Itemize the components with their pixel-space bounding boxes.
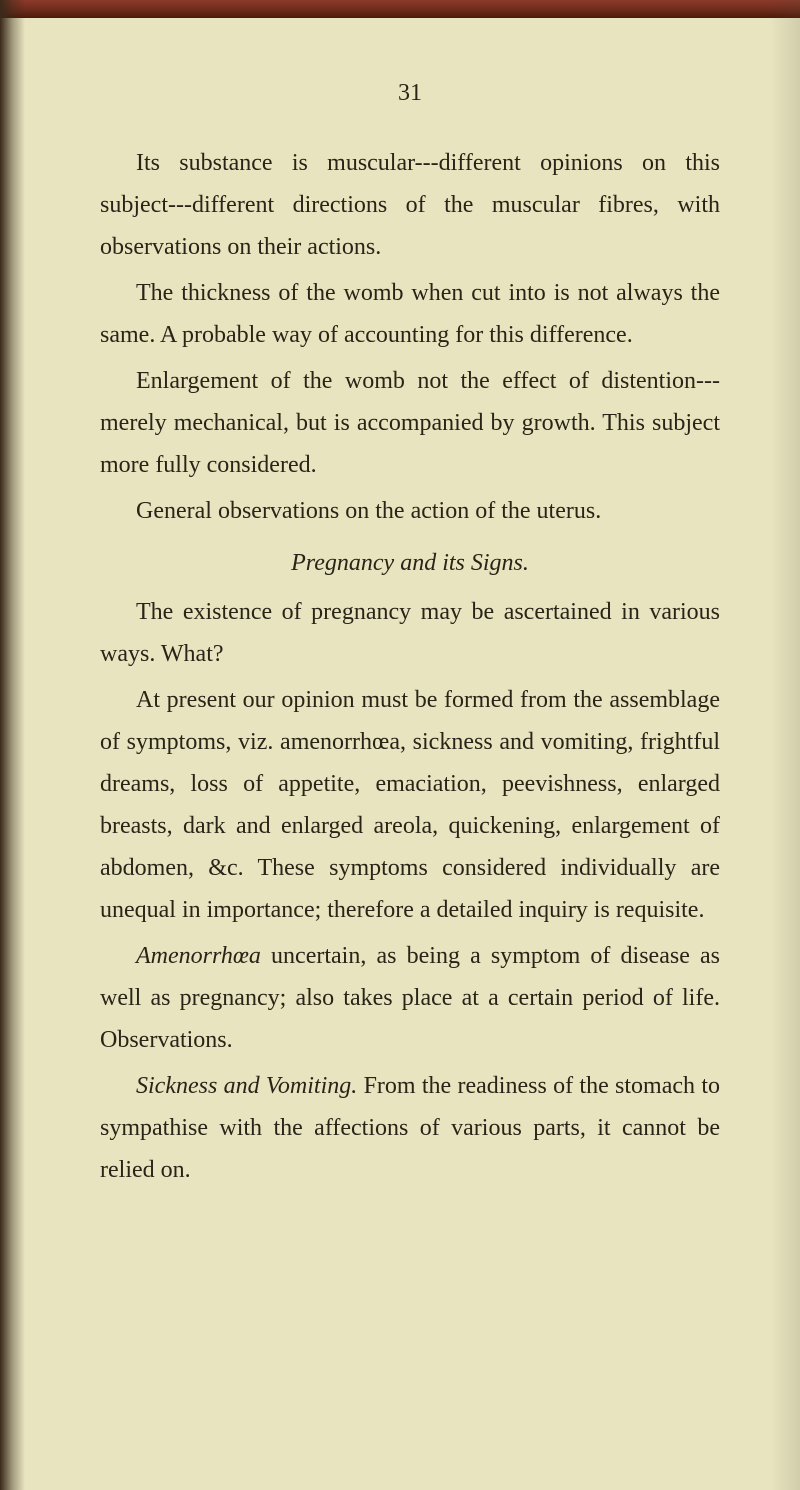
paragraph-4: General observations on the action of th… xyxy=(100,490,720,532)
page-content: 31 Its substance is muscular---different… xyxy=(0,0,800,1255)
paragraph-8: Sickness and Vomiting. From the readines… xyxy=(100,1065,720,1191)
page-left-edge xyxy=(0,0,25,1490)
paragraph-7: Amenorrhœa uncertain, as being a symptom… xyxy=(100,935,720,1061)
paragraph-8-italic: Sickness and Vomiting. xyxy=(136,1073,357,1099)
paragraph-1: Its substance is muscular---different op… xyxy=(100,142,720,268)
paragraph-3: Enlargement of the womb not the effect o… xyxy=(100,360,720,486)
paragraph-6: At present our opinion must be formed fr… xyxy=(100,679,720,931)
paragraph-2: The thickness of the womb when cut into … xyxy=(100,272,720,356)
page-right-shadow xyxy=(770,0,800,1490)
page-top-edge xyxy=(0,0,800,18)
section-title: Pregnancy and its Signs. xyxy=(100,550,720,577)
paragraph-7-italic: Amenorrhœa xyxy=(136,943,261,969)
paragraph-5: The existence of pregnancy may be ascert… xyxy=(100,591,720,675)
page-number: 31 xyxy=(100,80,720,107)
